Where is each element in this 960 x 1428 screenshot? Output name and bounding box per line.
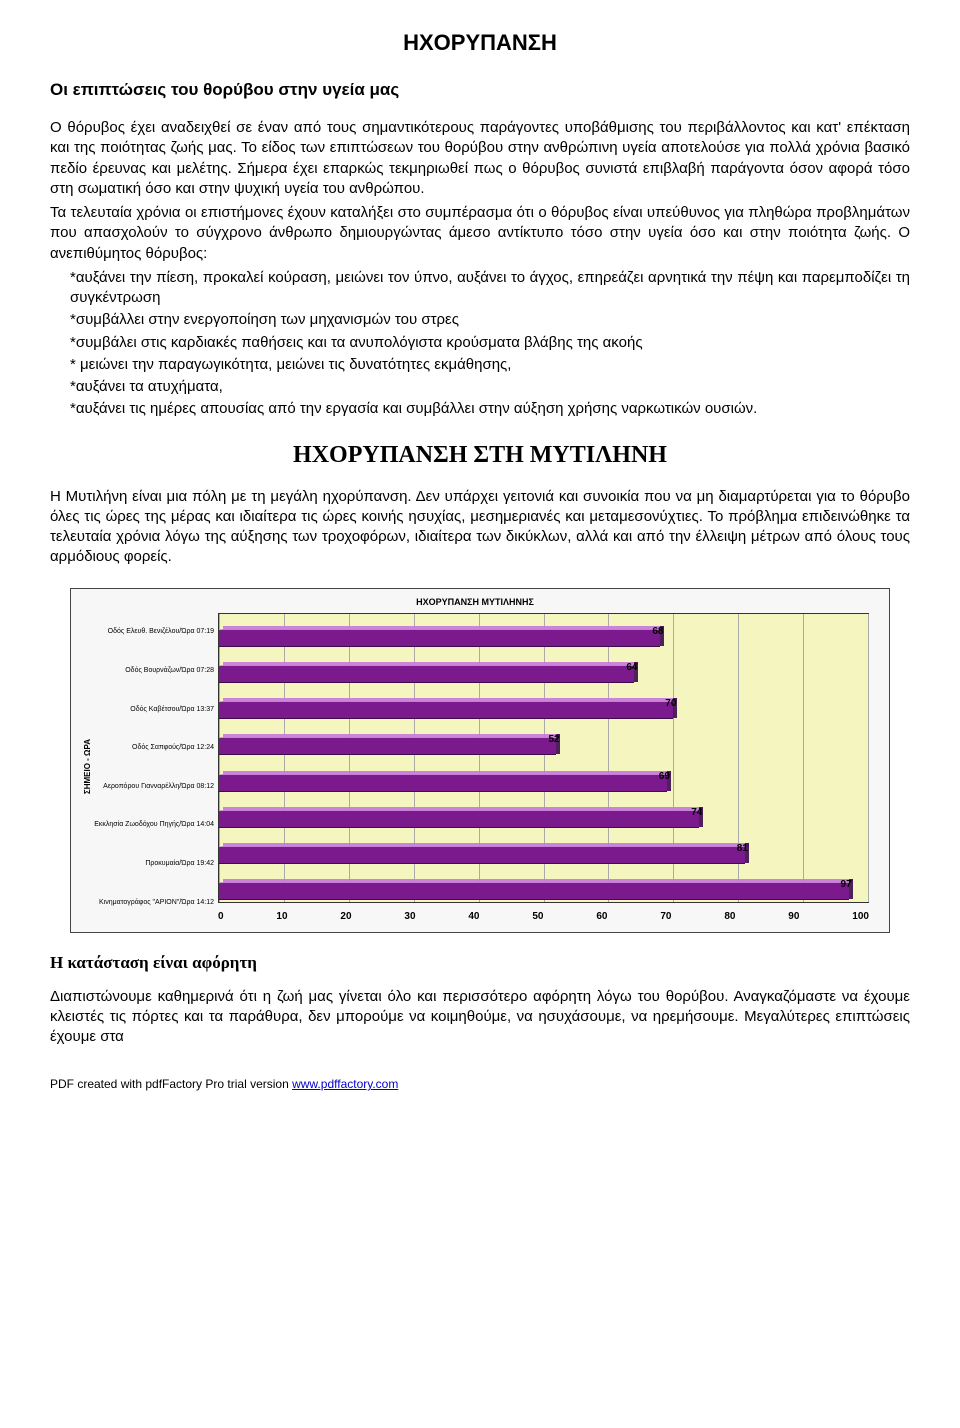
x-tick-label: 60 bbox=[596, 911, 607, 922]
noise-chart: ΗΧΟΡΥΠΑΝΣΗ ΜΥΤΙΛΗΝΗΣ ΣΗΜΕΙΟ - ΩΡΑ Οδός Ε… bbox=[70, 588, 890, 933]
chart-bar: 68 bbox=[219, 627, 660, 649]
chart-plot-area: 68 64 70 52 69 74 81 97 bbox=[218, 613, 869, 903]
chart-bar: 69 bbox=[219, 772, 667, 794]
mytilini-paragraph: Η Μυτιλήνη είναι μια πόλη με τη μεγάλη η… bbox=[50, 487, 910, 568]
footer-link[interactable]: www.pdffactory.com bbox=[292, 1077, 398, 1091]
bar-value-label: 81 bbox=[737, 843, 748, 854]
y-category-label: Προκυμαία/Ώρα 19:42 bbox=[94, 845, 214, 881]
bar-value-label: 64 bbox=[626, 662, 637, 673]
y-category-label: Εκκλησία Ζωοδόχου Πηγής/Ώρα 14:04 bbox=[94, 807, 214, 843]
x-tick-label: 30 bbox=[404, 911, 415, 922]
x-tick-label: 20 bbox=[340, 911, 351, 922]
chart-bar: 81 bbox=[219, 844, 745, 866]
pdf-footer: PDF created with pdfFactory Pro trial ve… bbox=[50, 1077, 910, 1091]
bullet-6: *αυξάνει τις ημέρες απουσίας από την εργ… bbox=[50, 399, 910, 419]
bar-value-label: 97 bbox=[841, 879, 852, 890]
bullet-3: *συμβάλει στις καρδιακές παθήσεις και τα… bbox=[50, 333, 910, 353]
y-axis-label: ΣΗΜΕΙΟ - ΩΡΑ bbox=[81, 739, 94, 794]
chart-bar: 74 bbox=[219, 808, 699, 830]
x-tick-label: 0 bbox=[218, 911, 224, 922]
closing-paragraph: Διαπιστώνουμε καθημερινά ότι η ζωή μας γ… bbox=[50, 987, 910, 1048]
y-category-label: Αεροπόρου Γιανναρέλλη/Ώρα 08:12 bbox=[94, 768, 214, 804]
paragraph-2: Τα τελευταία χρόνια οι επιστήμονες έχουν… bbox=[50, 203, 910, 264]
paragraph-1: Ο θόρυβος έχει αναδειχθεί σε έναν από το… bbox=[50, 118, 910, 199]
x-tick-label: 70 bbox=[660, 911, 671, 922]
bullet-4: * μειώνει την παραγωγικότητα, μειώνει τι… bbox=[50, 355, 910, 375]
y-category-label: Οδός Σαπφούς/Ώρα 12:24 bbox=[94, 730, 214, 766]
chart-bar: 64 bbox=[219, 663, 634, 685]
page-title: ΗΧΟΡΥΠΑΝΣΗ bbox=[50, 30, 910, 56]
y-category-label: Οδός Καβέτσου/Ώρα 13:37 bbox=[94, 691, 214, 727]
chart-bar: 97 bbox=[219, 880, 849, 902]
chart-bar: 70 bbox=[219, 699, 673, 721]
bullet-2: *συμβάλλει στην ενεργοποίηση των μηχανισ… bbox=[50, 310, 910, 330]
x-axis-ticks: 0 10 20 30 40 50 60 70 80 90 100 bbox=[218, 911, 869, 922]
chart-title: ΗΧΟΡΥΠΑΝΣΗ ΜΥΤΙΛΗΝΗΣ bbox=[81, 597, 869, 607]
bullet-5: *αυξάνει τα ατυχήματα, bbox=[50, 377, 910, 397]
x-tick-label: 100 bbox=[852, 911, 869, 922]
mytilini-title: ΗΧΟΡΥΠΑΝΣΗ ΣΤΗ ΜΥΤΙΛΗΝΗ bbox=[50, 442, 910, 469]
y-category-labels: Οδός Ελευθ. Βενιζέλου/Ώρα 07:19Οδός Βουρ… bbox=[94, 613, 218, 922]
x-tick-label: 80 bbox=[724, 911, 735, 922]
bar-value-label: 68 bbox=[652, 626, 663, 637]
y-category-label: Οδός Ελευθ. Βενιζέλου/Ώρα 07:19 bbox=[94, 614, 214, 650]
x-tick-label: 50 bbox=[532, 911, 543, 922]
situation-heading: Η κατάσταση είναι αφόρητη bbox=[50, 953, 910, 973]
bar-value-label: 74 bbox=[691, 807, 702, 818]
chart-bar: 52 bbox=[219, 735, 556, 757]
x-tick-label: 40 bbox=[468, 911, 479, 922]
x-tick-label: 10 bbox=[276, 911, 287, 922]
x-tick-label: 90 bbox=[788, 911, 799, 922]
bar-value-label: 69 bbox=[659, 771, 670, 782]
footer-prefix: PDF created with pdfFactory Pro trial ve… bbox=[50, 1077, 292, 1091]
bar-value-label: 70 bbox=[665, 698, 676, 709]
bullet-1: *αυξάνει την πίεση, προκαλεί κούραση, με… bbox=[50, 268, 910, 309]
effects-subtitle: Οι επιπτώσεις του θορύβου στην υγεία μας bbox=[50, 80, 910, 100]
y-category-label: Οδός Βουρνάζων/Ώρα 07:28 bbox=[94, 652, 214, 688]
y-category-label: Κινηματογράφος "ΑΡΙΟΝ"/Ώρα 14:12 bbox=[94, 884, 214, 920]
bar-value-label: 52 bbox=[548, 734, 559, 745]
